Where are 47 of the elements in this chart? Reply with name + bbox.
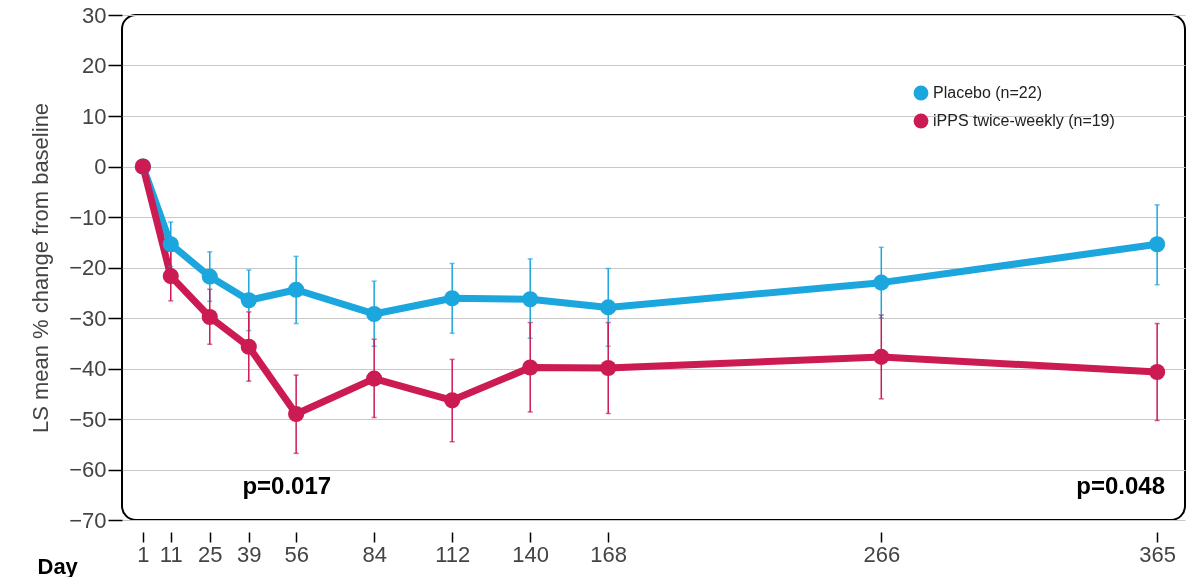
- point: [366, 305, 383, 323]
- x-tick-label: 56: [284, 541, 309, 567]
- point: [873, 274, 890, 291]
- x-tick-label: 365: [1139, 541, 1176, 567]
- point: [240, 292, 257, 309]
- y-tick-label: −20: [69, 255, 107, 280]
- point: [201, 268, 218, 285]
- x-tick-label: 168: [590, 541, 628, 567]
- annotation: p=0.017: [242, 472, 332, 499]
- y-tick-label: −70: [69, 507, 107, 533]
- x-tick-label: 25: [198, 541, 223, 567]
- point: [444, 290, 461, 307]
- point: [1149, 363, 1166, 381]
- point: [288, 405, 305, 422]
- legend-label: Placebo (n=22): [933, 84, 1042, 101]
- x-tick-label: 140: [512, 541, 550, 567]
- point: [600, 359, 617, 377]
- y-tick-label: 30: [82, 2, 107, 28]
- x-tick-label: 84: [362, 541, 387, 567]
- point: [1149, 236, 1166, 253]
- point: [522, 291, 539, 308]
- y-tick-label: −30: [69, 305, 107, 331]
- point: [162, 236, 179, 253]
- point: [240, 338, 257, 355]
- point: [201, 308, 218, 326]
- x-tick-label: 112: [435, 541, 471, 567]
- x-tick-label: 39: [237, 541, 262, 567]
- point: [444, 392, 461, 409]
- legend-label: iPPS twice-weekly (n=19): [933, 112, 1115, 129]
- point: [600, 299, 617, 316]
- annotation: p=0.048: [1076, 472, 1165, 499]
- y-tick-label: 20: [82, 53, 107, 78]
- point: [522, 359, 539, 376]
- point: [162, 268, 179, 285]
- point: [288, 281, 305, 298]
- y-tick-label: 10: [82, 103, 107, 129]
- x-tick-label: 266: [863, 541, 901, 567]
- y-tick-label: −10: [69, 204, 107, 230]
- x-tick-label: 1: [137, 541, 150, 567]
- y-tick-label: 0: [94, 154, 107, 179]
- y-tick-label: −50: [69, 406, 107, 432]
- y-tick-label: −40: [69, 356, 107, 381]
- point: [873, 348, 890, 365]
- x-tick-label: 11: [159, 541, 183, 567]
- y-tick-label: −60: [69, 457, 107, 482]
- y-axis-title: LS mean % change from baseline: [28, 102, 54, 434]
- point: [366, 370, 383, 387]
